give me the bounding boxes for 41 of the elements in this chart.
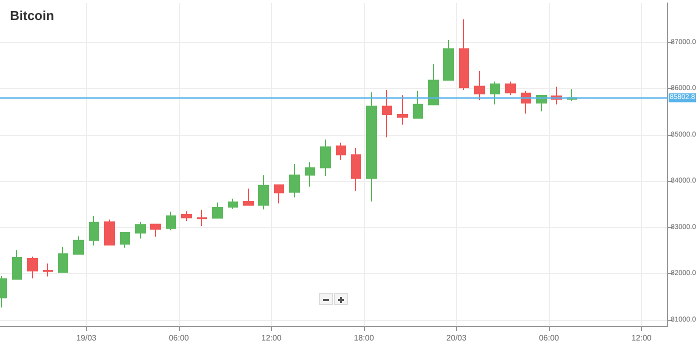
- candlestick: [459, 18, 469, 90]
- candlestick: [58, 246, 68, 274]
- candlestick: [12, 250, 22, 280]
- candlestick: [258, 174, 269, 210]
- candlestick: [443, 40, 454, 81]
- candlestick: [181, 210, 192, 222]
- x-tick-label: 19/03: [76, 334, 97, 342]
- candlestick: [366, 92, 377, 202]
- candlestick: [228, 198, 238, 210]
- x-tick-label: 12:00: [261, 334, 282, 342]
- candlestick: [104, 219, 115, 246]
- candlestick: [289, 164, 300, 198]
- candlestick: [413, 90, 423, 119]
- candlestick: [27, 256, 38, 279]
- candlestick: [89, 215, 99, 246]
- candlestick: [397, 94, 408, 126]
- candlestick: [166, 211, 176, 231]
- candlestick: [382, 89, 392, 138]
- candlestick: [474, 70, 485, 101]
- chart-title: Bitcoin: [10, 8, 54, 23]
- candlestick: [212, 202, 223, 219]
- candlestick: [505, 81, 516, 96]
- candlestick: [120, 232, 130, 248]
- candlestick: [135, 221, 146, 240]
- candlestick: [150, 223, 161, 238]
- candlestick: [336, 142, 346, 160]
- x-tick-label: 20/03: [446, 334, 467, 342]
- candlestick: [197, 209, 207, 227]
- candlestick: [274, 184, 284, 204]
- candlestick: [73, 236, 84, 255]
- candlestick: [428, 64, 439, 106]
- candlestick: [490, 81, 500, 105]
- x-tick-label: 18:00: [354, 334, 374, 342]
- x-tick-label: 06:00: [538, 334, 560, 342]
- candlestick: [351, 147, 361, 192]
- candlestick: [43, 263, 53, 277]
- candlestick: [320, 139, 331, 177]
- x-tick-label: 06:00: [168, 334, 190, 342]
- candlestick: [243, 188, 254, 206]
- x-tick-label: 12:00: [631, 334, 652, 342]
- candlestick: [305, 162, 315, 188]
